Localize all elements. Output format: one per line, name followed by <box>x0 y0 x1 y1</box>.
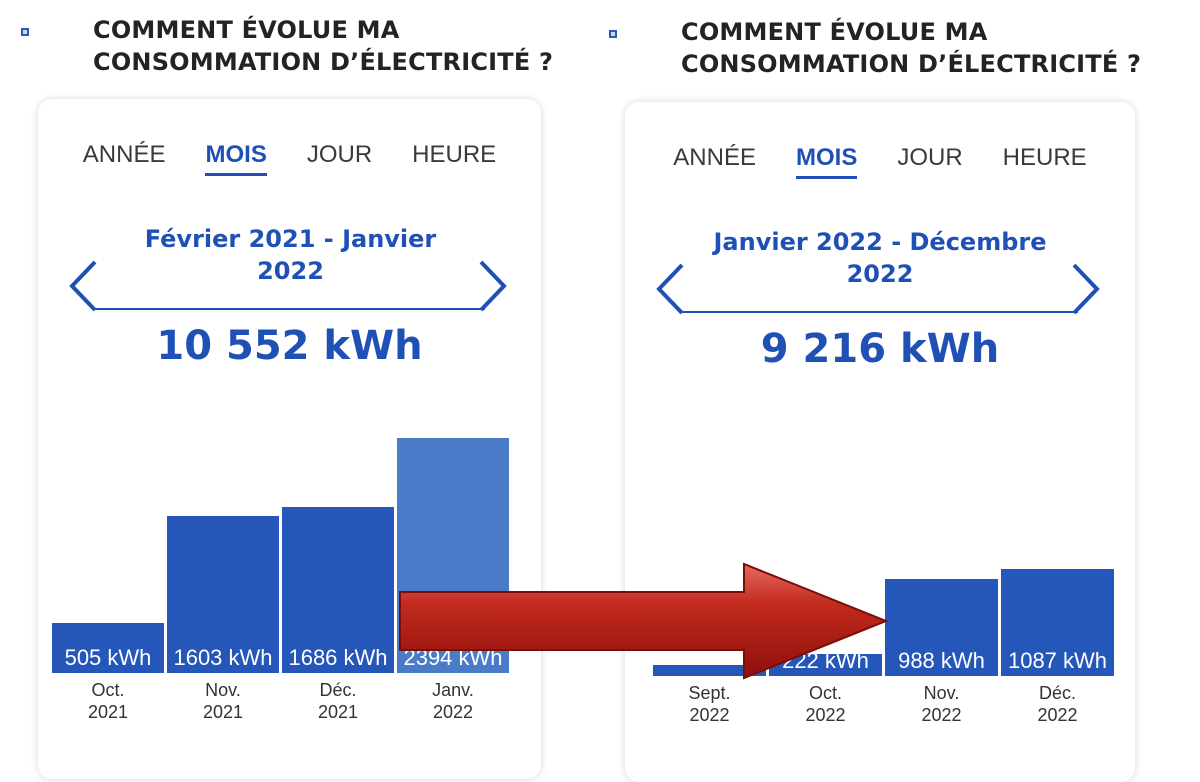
bullet-icon <box>21 28 29 36</box>
comparison-arrow-icon <box>399 562 889 680</box>
period-line-1: Février 2021 - Janvier <box>144 225 437 253</box>
x-axis-tick-label: Déc. 2021 <box>282 679 394 723</box>
heading-line-1: COMMENT ÉVOLUE MA <box>93 16 400 44</box>
heading-line-2: CONSOMMATION D’ÉLECTRICITÉ ? <box>93 48 554 76</box>
tick-month: Nov. <box>923 683 960 703</box>
tick-month: Déc. <box>1038 683 1076 703</box>
consumption-panel-right: COMMENT ÉVOLUE MA CONSOMMATION D’ÉLECTRI… <box>588 0 1188 782</box>
tab-jour[interactable]: JOUR <box>306 141 373 168</box>
tick-year: 2022 <box>805 705 846 725</box>
x-axis-tick-label: Janv. 2022 <box>397 679 509 723</box>
x-axis-tick-label: Oct. 2022 <box>769 682 882 726</box>
period-range: Février 2021 - Janvier 2022 <box>128 223 453 287</box>
chart-bar[interactable]: 988 kWh <box>885 579 998 676</box>
chart-bar[interactable]: 1603 kWh <box>167 516 279 673</box>
tab-jour[interactable]: JOUR <box>897 144 963 171</box>
tick-month: Oct. <box>91 680 125 700</box>
tick-year: 2022 <box>689 705 730 725</box>
period-line-2: 2022 <box>846 260 914 288</box>
consumption-panel-left: COMMENT ÉVOLUE MA CONSOMMATION D’ÉLECTRI… <box>0 0 600 779</box>
section-heading: COMMENT ÉVOLUE MA CONSOMMATION D’ÉLECTRI… <box>681 16 1151 80</box>
period-divider <box>682 311 1078 313</box>
tab-annee[interactable]: ANNÉE <box>673 144 756 171</box>
tab-heure[interactable]: HEURE <box>412 141 497 168</box>
x-axis-tick-label: Nov. 2021 <box>167 679 279 723</box>
period-line-1: Janvier 2022 - Décembre <box>713 228 1047 256</box>
consumption-card: ANNÉE MOIS JOUR HEURE Janvier 2022 - Déc… <box>625 102 1135 782</box>
tick-month: Sept. <box>688 683 731 703</box>
period-line-2: 2022 <box>257 257 324 285</box>
x-axis-tick-label: Nov. 2022 <box>885 682 998 726</box>
tick-month: Janv. <box>432 680 474 700</box>
bar-value-label: 1686 kWh <box>288 645 388 670</box>
tab-annee[interactable]: ANNÉE <box>82 141 166 168</box>
total-consumption: 10 552 kWh <box>156 323 423 369</box>
consumption-card: ANNÉE MOIS JOUR HEURE Février 2021 - Jan… <box>38 99 541 779</box>
total-consumption: 9 216 kWh <box>760 326 1000 372</box>
x-axis-tick-label: Sept. 2022 <box>653 682 766 726</box>
tab-mois[interactable]: MOIS <box>205 141 267 176</box>
bar-value-label: 505 kWh <box>64 645 152 670</box>
previous-period-chevron-left-icon[interactable] <box>68 259 98 313</box>
chart-bar[interactable]: 1087 kWh <box>1001 569 1114 676</box>
bar-value-label: 1087 kWh <box>1007 648 1108 673</box>
bar-value-label: 988 kWh <box>898 648 985 673</box>
tab-heure[interactable]: HEURE <box>1002 144 1087 171</box>
period-range: Janvier 2022 - Décembre 2022 <box>710 226 1050 290</box>
period-tabs: ANNÉE MOIS JOUR HEURE <box>625 144 1135 179</box>
tick-year: 2022 <box>921 705 962 725</box>
heading-line-2: CONSOMMATION D’ÉLECTRICITÉ ? <box>681 50 1142 78</box>
tick-year: 2021 <box>202 702 244 722</box>
tick-month: Oct. <box>808 683 842 703</box>
monthly-bar-chart: Sept. 2022 222 kWh Oct. 2022 988 kWh Nov. 2022 1… <box>639 422 1117 782</box>
chart-bar[interactable]: 505 kWh <box>52 623 164 673</box>
period-divider <box>95 308 485 310</box>
next-period-chevron-right-icon[interactable] <box>1071 262 1101 316</box>
heading-line-1: COMMENT ÉVOLUE MA <box>681 18 988 46</box>
tick-month: Déc. <box>319 680 357 700</box>
tick-year: 2022 <box>1037 705 1078 725</box>
previous-period-chevron-left-icon[interactable] <box>655 262 685 316</box>
chart-bar[interactable]: 222 kWh <box>769 648 882 676</box>
bar-value-label: 1603 kWh <box>173 645 273 670</box>
chart-bar[interactable] <box>653 665 766 676</box>
tab-mois[interactable]: MOIS <box>795 144 858 179</box>
x-axis-tick-label: Oct. 2021 <box>52 679 164 723</box>
tick-year: 2021 <box>317 702 359 722</box>
period-tabs: ANNÉE MOIS JOUR HEURE <box>38 141 541 176</box>
tick-month: Nov. <box>205 680 241 700</box>
section-heading: COMMENT ÉVOLUE MA CONSOMMATION D’ÉLECTRI… <box>93 14 563 78</box>
x-axis-tick-label: Déc. 2022 <box>1001 682 1114 726</box>
bullet-icon <box>609 30 617 38</box>
tick-year: 2021 <box>87 702 129 722</box>
chart-bar[interactable]: 1686 kWh <box>282 507 394 673</box>
next-period-chevron-right-icon[interactable] <box>478 259 508 313</box>
tick-year: 2022 <box>432 702 474 722</box>
